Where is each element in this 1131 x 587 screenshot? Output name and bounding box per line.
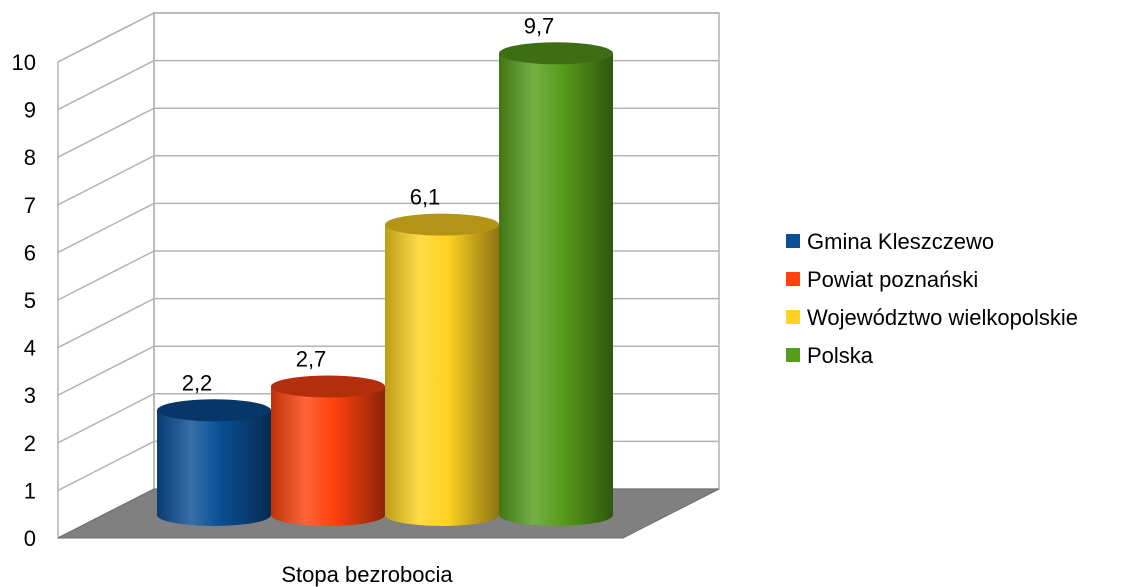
bar-top xyxy=(385,213,499,236)
bar-4 xyxy=(499,42,613,526)
legend: Gmina Kleszczewo Powiat poznański Wojewódz… xyxy=(786,229,1078,368)
y-tick-label: 3 xyxy=(24,383,36,408)
bar-1 xyxy=(157,399,271,526)
gridline xyxy=(57,59,719,111)
legend-swatch xyxy=(786,348,800,362)
bar-body xyxy=(385,224,499,526)
x-axis-category-labels: Stopa bezrobocia xyxy=(281,562,453,587)
y-axis-tick-labels: 0 1 2 3 4 5 6 7 8 9 10 xyxy=(12,50,36,551)
legend-label: Polska xyxy=(807,343,874,368)
y-tick-label: 1 xyxy=(24,478,36,503)
bar-body xyxy=(499,53,613,526)
data-labels: 2,2 2,7 6,1 9,7 xyxy=(182,13,555,395)
legend-item: Województwo wielkopolskie xyxy=(786,305,1078,330)
legend-item: Gmina Kleszczewo xyxy=(786,229,994,254)
y-tick-label: 2 xyxy=(24,431,36,456)
legend-label: Gmina Kleszczewo xyxy=(807,229,994,254)
y-tick-label: 8 xyxy=(24,145,36,170)
bar-top xyxy=(157,399,271,422)
bar-top xyxy=(499,42,613,65)
y-tick-label: 0 xyxy=(24,526,36,551)
chart-bars xyxy=(157,42,613,526)
legend-item: Powiat poznański xyxy=(786,267,978,292)
data-label: 9,7 xyxy=(524,13,555,38)
y-tick-label: 10 xyxy=(12,50,36,75)
data-label: 2,7 xyxy=(296,346,327,371)
legend-swatch xyxy=(786,272,800,286)
y-tick-label: 9 xyxy=(24,98,36,123)
legend-swatch xyxy=(786,310,800,324)
gridline xyxy=(57,12,719,63)
legend-label: Województwo wielkopolskie xyxy=(807,305,1078,330)
y-tick-label: 5 xyxy=(24,288,36,313)
gridline xyxy=(57,107,719,158)
bar-2 xyxy=(271,375,385,526)
y-tick-label: 7 xyxy=(24,193,36,218)
x-category-label: Stopa bezrobocia xyxy=(281,562,453,587)
bar-body xyxy=(157,410,271,526)
y-tick-label: 6 xyxy=(24,240,36,265)
bar-3 xyxy=(385,213,499,526)
data-label: 2,2 xyxy=(182,370,213,395)
gridline xyxy=(57,155,719,206)
y-tick-label: 4 xyxy=(24,336,36,361)
bar-top xyxy=(271,375,385,398)
legend-label: Powiat poznański xyxy=(807,267,978,292)
bar-body xyxy=(271,386,385,526)
data-label: 6,1 xyxy=(410,185,441,210)
legend-item: Polska xyxy=(786,343,874,368)
legend-swatch xyxy=(786,234,800,248)
